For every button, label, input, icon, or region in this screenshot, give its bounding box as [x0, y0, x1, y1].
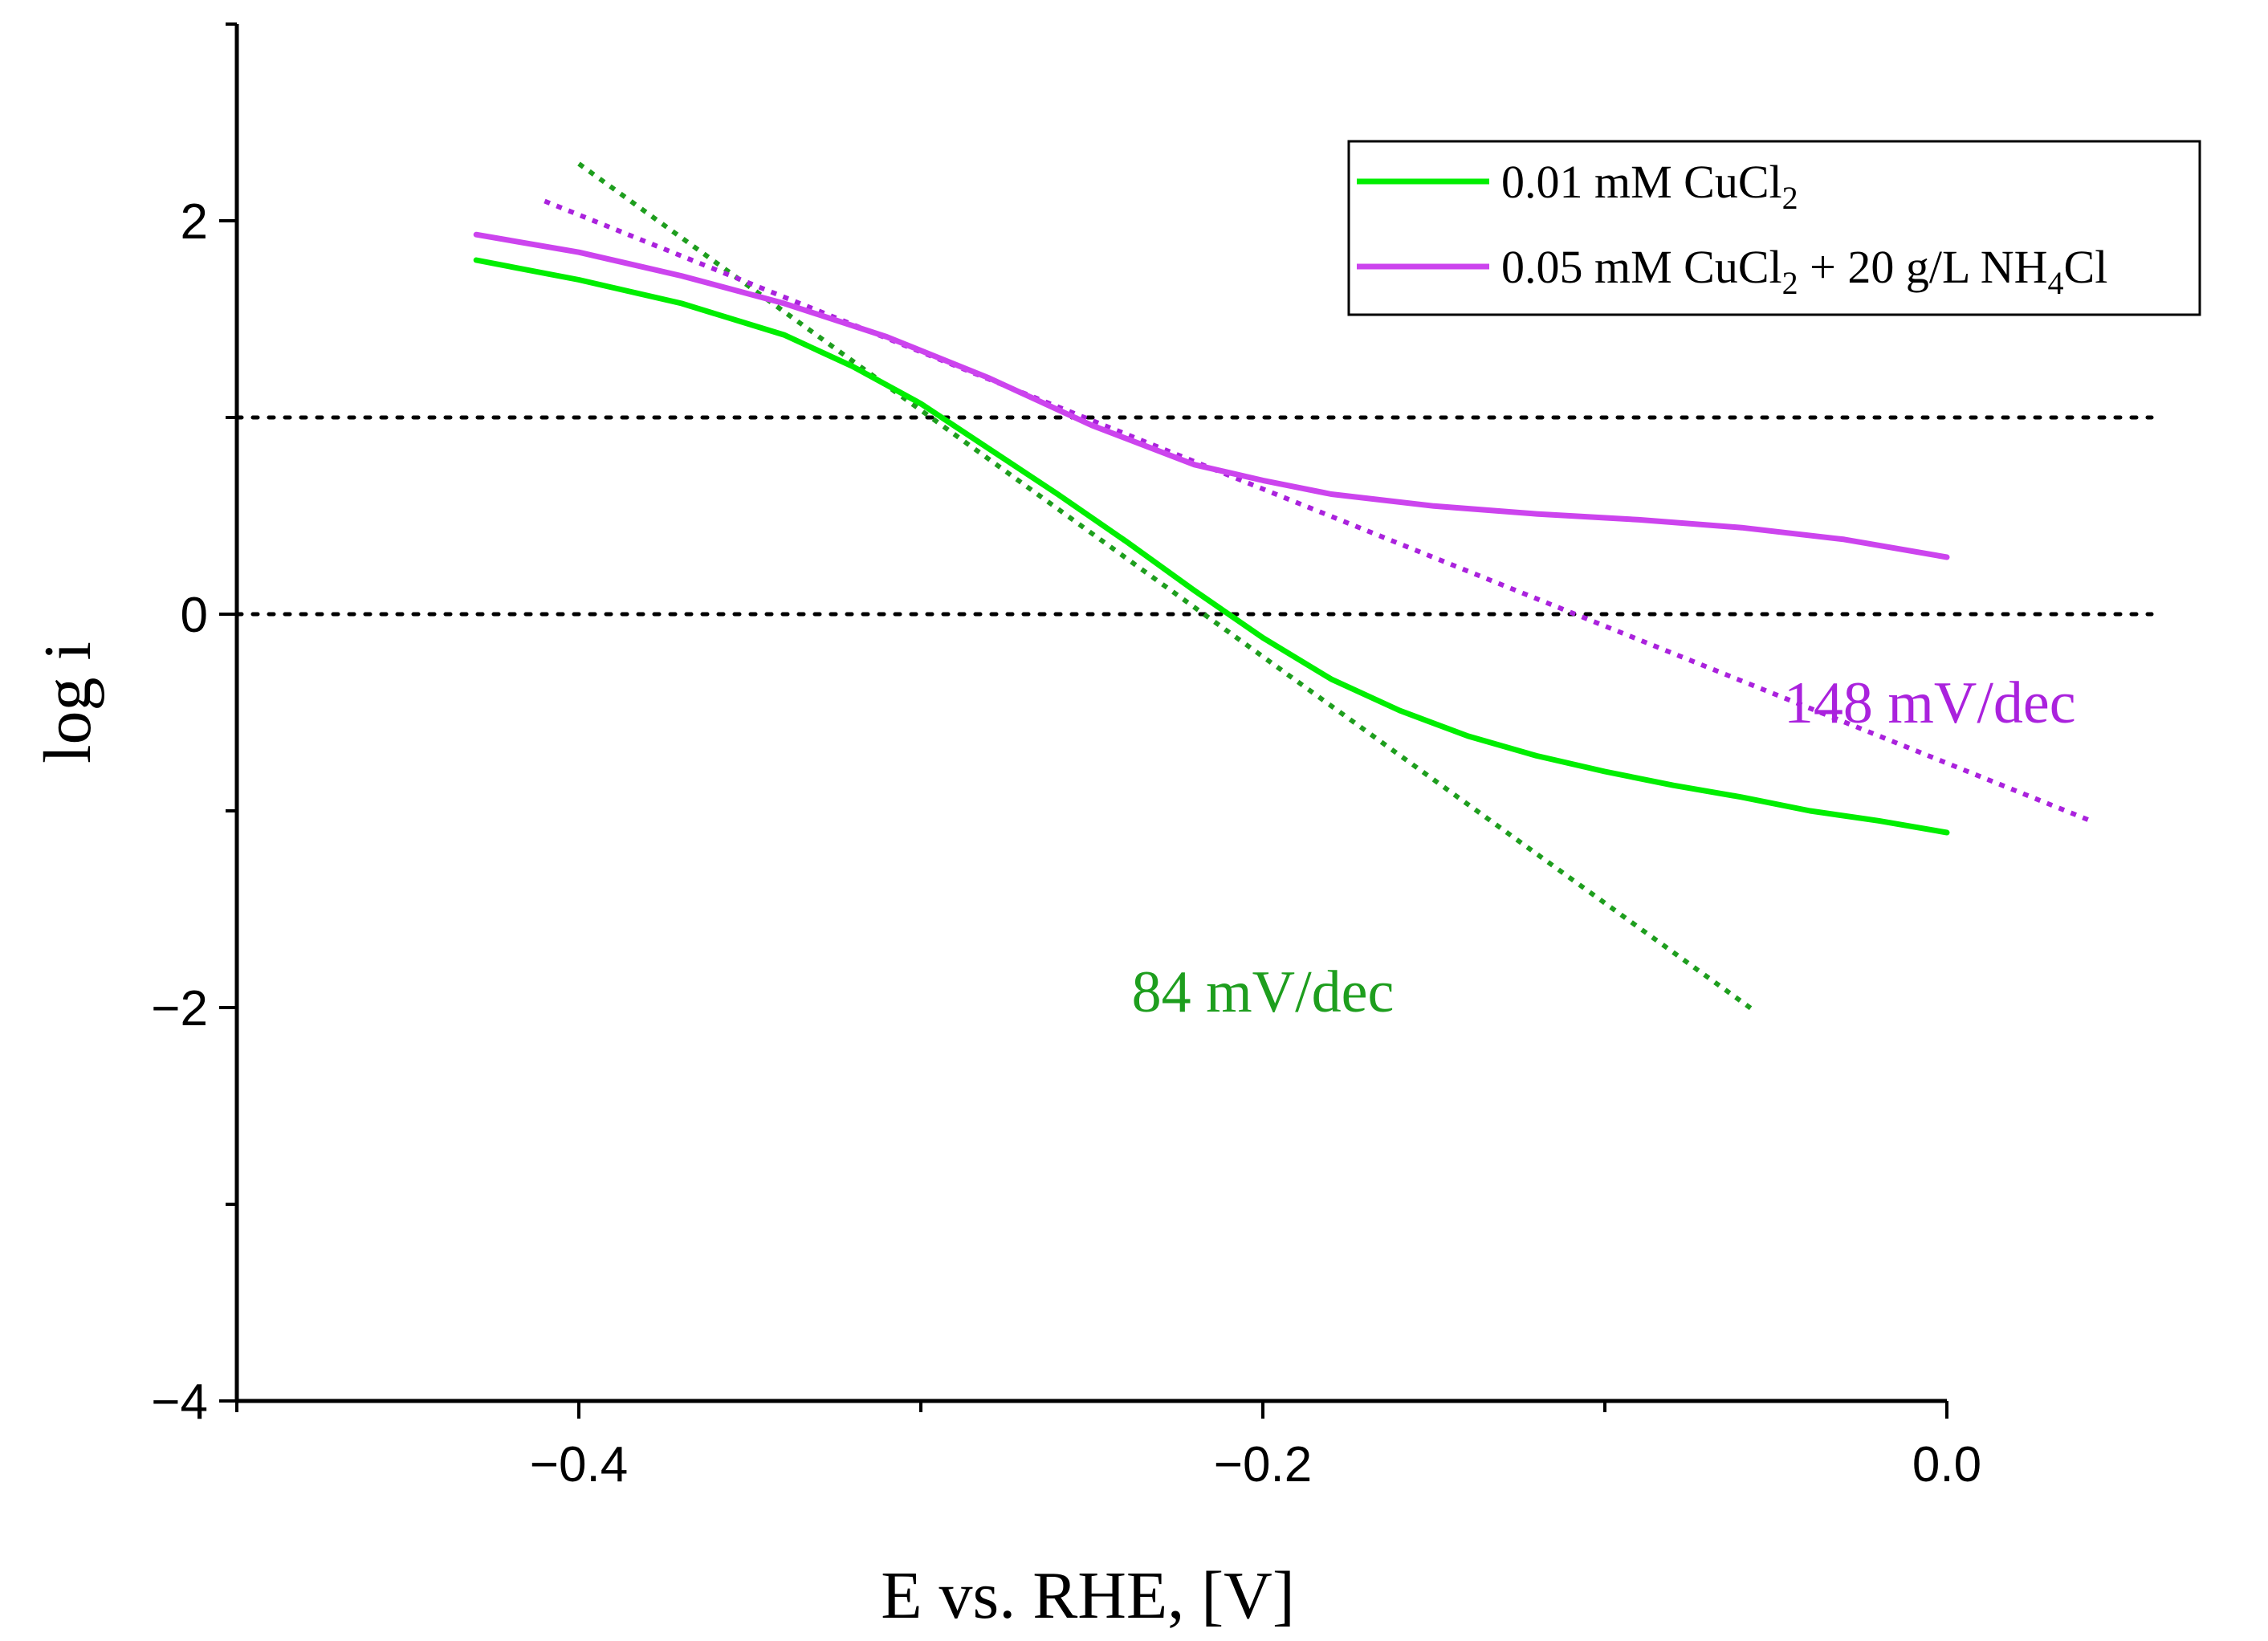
legend: 0.01 mM CuCl2 0.05 mM CuCl2 + 20 g/L NH4… [1347, 140, 2201, 316]
y-tick-label: 0 [181, 588, 208, 643]
legend-label-2-sub: 2 [1782, 265, 1798, 301]
y-tick-label: −2 [151, 981, 208, 1036]
axes-layer [234, 24, 1947, 1403]
x-tick-label: −0.2 [1214, 1437, 1312, 1492]
x-tick-label: 0.0 [1912, 1437, 1981, 1492]
legend-label-1-sub: 2 [1782, 180, 1798, 216]
legend-label-2-tail2: Cl [2064, 241, 2108, 293]
reference-lines-layer [234, 415, 2154, 617]
series-line-1 [473, 257, 1950, 836]
annotations-layer: 84 mV/dec 148 mV/dec [1132, 670, 2076, 1025]
legend-label-series-1: 0.01 mM CuCl2 [1501, 156, 1798, 216]
ticks-layer: −4 −2 0 2 −0.4 −0.2 0.0 [151, 22, 1981, 1492]
legend-label-2-main: 0.05 mM CuCl [1501, 241, 1782, 293]
slope-annotation-1: 84 mV/dec [1132, 959, 1395, 1025]
legend-box [1347, 140, 2201, 316]
series-layer [473, 231, 1950, 836]
series-line-2 [473, 231, 1950, 560]
x-tick-label: −0.4 [530, 1437, 628, 1492]
y-axis-title: log i [31, 641, 105, 763]
legend-label-2-tail: + 20 g/L NH [1798, 241, 2048, 293]
legend-label-2-sub2: 4 [2048, 265, 2064, 301]
x-axis-title: E vs. RHE, [V] [881, 1558, 1295, 1633]
fit-line-1 [577, 161, 1757, 1014]
legend-label-series-2: 0.05 mM CuCl2 + 20 g/L NH4Cl [1501, 241, 2107, 301]
slope-annotation-2: 148 mV/dec [1784, 670, 2076, 736]
y-tick-label: −4 [151, 1374, 208, 1430]
y-tick-label: 2 [181, 194, 208, 250]
legend-label-1-main: 0.01 mM CuCl [1501, 156, 1782, 208]
fit-line-2 [544, 198, 2092, 824]
fit-lines-layer [544, 161, 2092, 1014]
